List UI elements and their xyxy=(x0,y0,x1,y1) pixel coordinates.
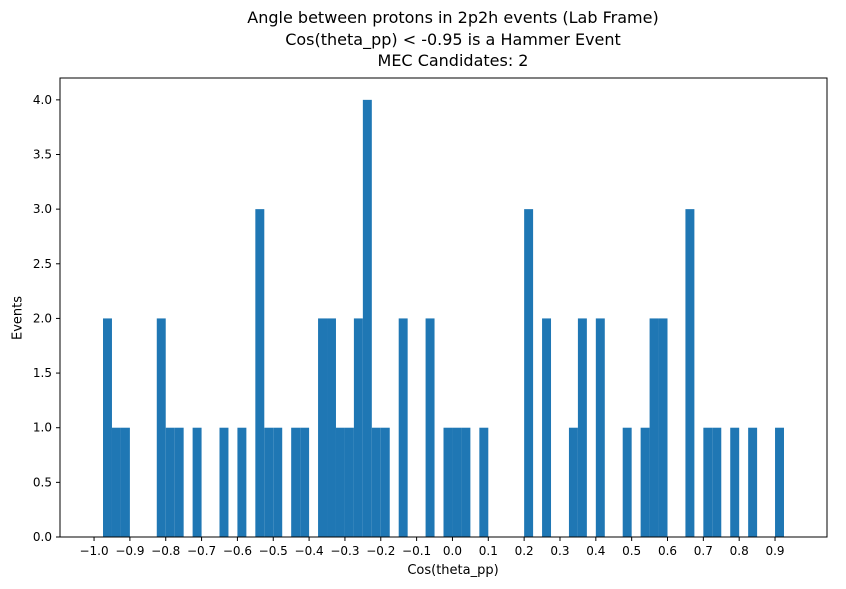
histogram-bar xyxy=(318,318,328,537)
histogram-bar xyxy=(443,427,453,537)
x-tick-label: 0.1 xyxy=(479,544,498,558)
histogram-bar xyxy=(371,427,381,537)
histogram-bar xyxy=(327,318,336,537)
histogram-bar xyxy=(237,427,247,537)
histogram-bar xyxy=(103,318,112,537)
chart-title-line-1: Angle between protons in 2p2h events (La… xyxy=(247,8,659,27)
y-tick-label: 0.5 xyxy=(33,475,52,489)
histogram-bar xyxy=(685,209,695,537)
histogram-bar xyxy=(192,427,202,537)
histogram-bar xyxy=(748,427,758,537)
histogram-bar xyxy=(353,318,363,537)
x-tick-label: −0.7 xyxy=(187,544,216,558)
x-tick-label: 0.7 xyxy=(694,544,713,558)
y-tick-label: 3.5 xyxy=(33,148,52,162)
histogram-bar xyxy=(156,318,166,537)
x-tick-label: 0.9 xyxy=(765,544,784,558)
x-tick-label: −0.3 xyxy=(330,544,359,558)
x-tick-label: 0.6 xyxy=(658,544,677,558)
histogram-bar xyxy=(452,427,462,537)
x-tick-label: −1.0 xyxy=(79,544,108,558)
y-tick-label: 2.0 xyxy=(33,311,52,325)
x-tick-label: −0.8 xyxy=(151,544,180,558)
histogram-bar xyxy=(622,427,632,537)
x-tick-label: 0.3 xyxy=(550,544,569,558)
histogram-bar xyxy=(649,318,659,537)
y-axis-label: Events xyxy=(10,295,26,341)
histogram-bar xyxy=(425,318,435,537)
x-axis-label: Cos(theta_pp) xyxy=(407,563,499,578)
x-tick-label: −0.6 xyxy=(223,544,252,558)
histogram-bar xyxy=(542,318,552,537)
plot-frame xyxy=(59,77,828,538)
histogram-bar xyxy=(219,427,229,537)
histogram-bar xyxy=(273,427,283,537)
histogram-bar xyxy=(335,427,345,537)
histogram-bar xyxy=(595,318,605,537)
histogram-bar xyxy=(640,427,650,537)
histogram-bar xyxy=(398,318,408,537)
histogram-bar xyxy=(165,427,175,537)
histogram-bar xyxy=(658,318,668,537)
x-ticks-group: −1.0 −0.9 −0.8 −0.7 −0.6 −0.5 −0.4 −0.3 −0.2 −0.1… xyxy=(79,537,785,558)
histogram-bar xyxy=(461,427,471,537)
y-tick-label: 0.0 xyxy=(33,530,52,544)
chart-title-line-3: MEC Candidates: 2 xyxy=(377,51,529,70)
y-tick-label: 3.0 xyxy=(33,202,52,216)
bars-group xyxy=(103,99,784,537)
x-tick-label: −0.9 xyxy=(115,544,144,558)
x-tick-label: −0.2 xyxy=(366,544,395,558)
histogram-bar xyxy=(255,209,265,537)
histogram-bar xyxy=(712,427,722,537)
x-tick-label: 0.2 xyxy=(515,544,534,558)
histogram-bar xyxy=(380,427,390,537)
histogram-bar xyxy=(730,427,740,537)
histogram-bar xyxy=(524,209,534,537)
x-tick-label: 0.0 xyxy=(443,544,462,558)
x-tick-label: −0.1 xyxy=(402,544,431,558)
histogram-bar xyxy=(291,427,301,537)
x-tick-label: 0.8 xyxy=(730,544,749,558)
histogram-bar xyxy=(264,427,274,537)
histogram-bar xyxy=(120,427,130,537)
histogram-bar xyxy=(703,427,713,537)
histogram-bar xyxy=(479,427,489,537)
histogram-bar xyxy=(362,99,372,537)
x-tick-label: 0.5 xyxy=(622,544,641,558)
y-ticks-group: 0.0 0.5 1.0 1.5 2.0 2.5 3.0 3.5 4.0 xyxy=(33,93,60,544)
histogram-bar xyxy=(344,427,354,537)
x-tick-label: 0.4 xyxy=(586,544,605,558)
y-tick-label: 2.5 xyxy=(33,257,52,271)
y-tick-label: 1.5 xyxy=(33,366,52,380)
y-tick-label: 4.0 xyxy=(33,93,52,107)
histogram-bar xyxy=(111,427,121,537)
x-tick-label: −0.5 xyxy=(259,544,288,558)
histogram-bar xyxy=(577,318,587,537)
y-tick-label: 1.0 xyxy=(33,421,52,435)
histogram-bar xyxy=(775,427,784,537)
chart-title-line-2: Cos(theta_pp) < -0.95 is a Hammer Event xyxy=(285,30,621,49)
histogram-bar xyxy=(174,427,184,537)
histogram-bar xyxy=(568,427,578,537)
x-tick-label: −0.4 xyxy=(295,544,324,558)
histogram-bar xyxy=(300,427,310,537)
